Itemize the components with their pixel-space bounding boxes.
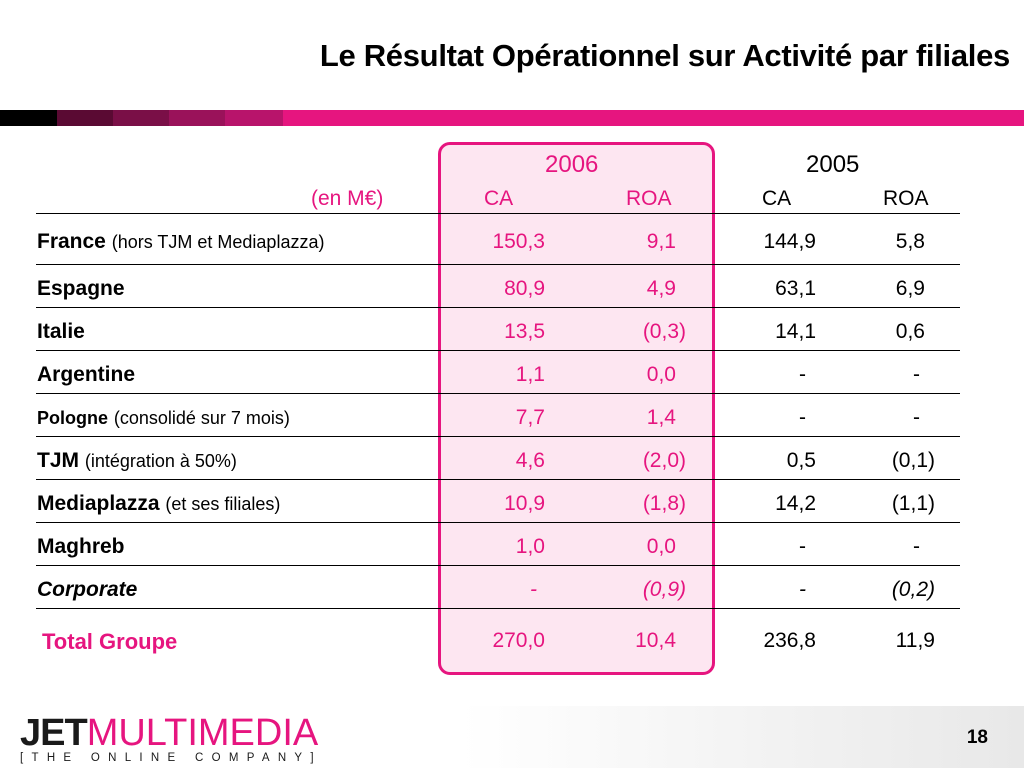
cell-ca-2006: 1,1 — [515, 363, 545, 386]
total-roa-2005: 11,9 — [895, 629, 935, 652]
cell-roa-2005: (1,1) — [891, 492, 935, 515]
cell-roa-2005: 0,6 — [895, 320, 925, 343]
cell-ca-2005: - — [799, 578, 806, 601]
table-row-label: Mediaplazza (et ses filiales) — [37, 492, 281, 515]
table-divider — [36, 565, 960, 566]
unit-label: (en M€) — [311, 187, 384, 210]
table-divider — [36, 350, 960, 351]
jetmultimedia-logo: JETMULTIMEDIA [THE ONLINE COMPANY] — [20, 712, 322, 764]
year-2006-highlight-box — [438, 142, 715, 675]
table-divider — [36, 213, 960, 214]
year-2006-header: 2006 — [545, 151, 599, 178]
cell-ca-2005: - — [799, 406, 806, 429]
cell-ca-2005: - — [799, 535, 806, 558]
cell-roa-2006: 0,0 — [646, 363, 676, 386]
cell-ca-2006: 150,3 — [492, 230, 545, 253]
col-roa-2006: ROA — [626, 187, 672, 210]
cell-roa-2005: (0,2) — [891, 578, 935, 601]
cell-ca-2006: 13,5 — [504, 320, 545, 343]
table-row-label: TJM (intégration à 50%) — [37, 449, 237, 472]
cell-ca-2006: 4,6 — [515, 449, 545, 472]
cell-ca-2005: 14,1 — [775, 320, 816, 343]
cell-ca-2005: - — [799, 363, 806, 386]
cell-ca-2006: 10,9 — [504, 492, 545, 515]
table-row-label: Corporate — [37, 578, 138, 601]
cell-roa-2005: 5,8 — [895, 230, 925, 253]
total-ca-2005: 236,8 — [763, 629, 816, 652]
cell-roa-2006: (1,8) — [642, 492, 686, 515]
cell-roa-2006: (0,3) — [642, 320, 686, 343]
cell-roa-2005: - — [913, 406, 920, 429]
col-ca-2006: CA — [484, 187, 514, 210]
table-divider — [36, 264, 960, 265]
cell-ca-2006: 80,9 — [504, 277, 545, 300]
table-row-label: Pologne (consolidé sur 7 mois) — [37, 408, 290, 428]
cell-roa-2005: (0,1) — [891, 449, 935, 472]
cell-roa-2005: 6,9 — [895, 277, 925, 300]
cell-ca-2006: 1,0 — [515, 535, 545, 558]
table-row-label: Italie — [37, 320, 85, 343]
table-divider — [36, 393, 960, 394]
table-row-label: Espagne — [37, 277, 125, 300]
table-row-label: Maghreb — [37, 535, 125, 558]
decorative-color-band — [0, 110, 1024, 126]
cell-roa-2005: - — [913, 363, 920, 386]
cell-roa-2006: 4,9 — [646, 277, 676, 300]
cell-ca-2005: 144,9 — [763, 230, 816, 253]
cell-roa-2006: 0,0 — [646, 535, 676, 558]
cell-roa-2005: - — [913, 535, 920, 558]
total-row-label: Total Groupe — [42, 629, 178, 654]
table-divider — [36, 436, 960, 437]
cell-ca-2005: 14,2 — [775, 492, 816, 515]
footer-bar — [0, 706, 1024, 768]
page-number: 18 — [966, 727, 988, 748]
table-divider — [36, 608, 960, 609]
cell-ca-2006: - — [530, 578, 537, 601]
table-divider — [36, 307, 960, 308]
table-divider — [36, 479, 960, 480]
cell-roa-2006: 9,1 — [646, 230, 676, 253]
cell-ca-2005: 0,5 — [786, 449, 816, 472]
col-ca-2005: CA — [762, 187, 792, 210]
cell-roa-2006: 1,4 — [646, 406, 676, 429]
table-row-label: France (hors TJM et Mediaplazza) — [37, 230, 325, 253]
col-roa-2005: ROA — [883, 187, 929, 210]
cell-ca-2006: 7,7 — [515, 406, 545, 429]
table-divider — [36, 522, 960, 523]
year-2005-header: 2005 — [806, 151, 860, 178]
cell-roa-2006: (2,0) — [642, 449, 686, 472]
slide-title: Le Résultat Opérationnel sur Activité pa… — [319, 38, 1010, 73]
cell-ca-2005: 63,1 — [775, 277, 816, 300]
cell-roa-2006: (0,9) — [642, 578, 686, 601]
table-row-label: Argentine — [37, 363, 136, 386]
total-ca-2006: 270,0 — [492, 629, 545, 652]
total-roa-2006: 10,4 — [635, 629, 676, 652]
